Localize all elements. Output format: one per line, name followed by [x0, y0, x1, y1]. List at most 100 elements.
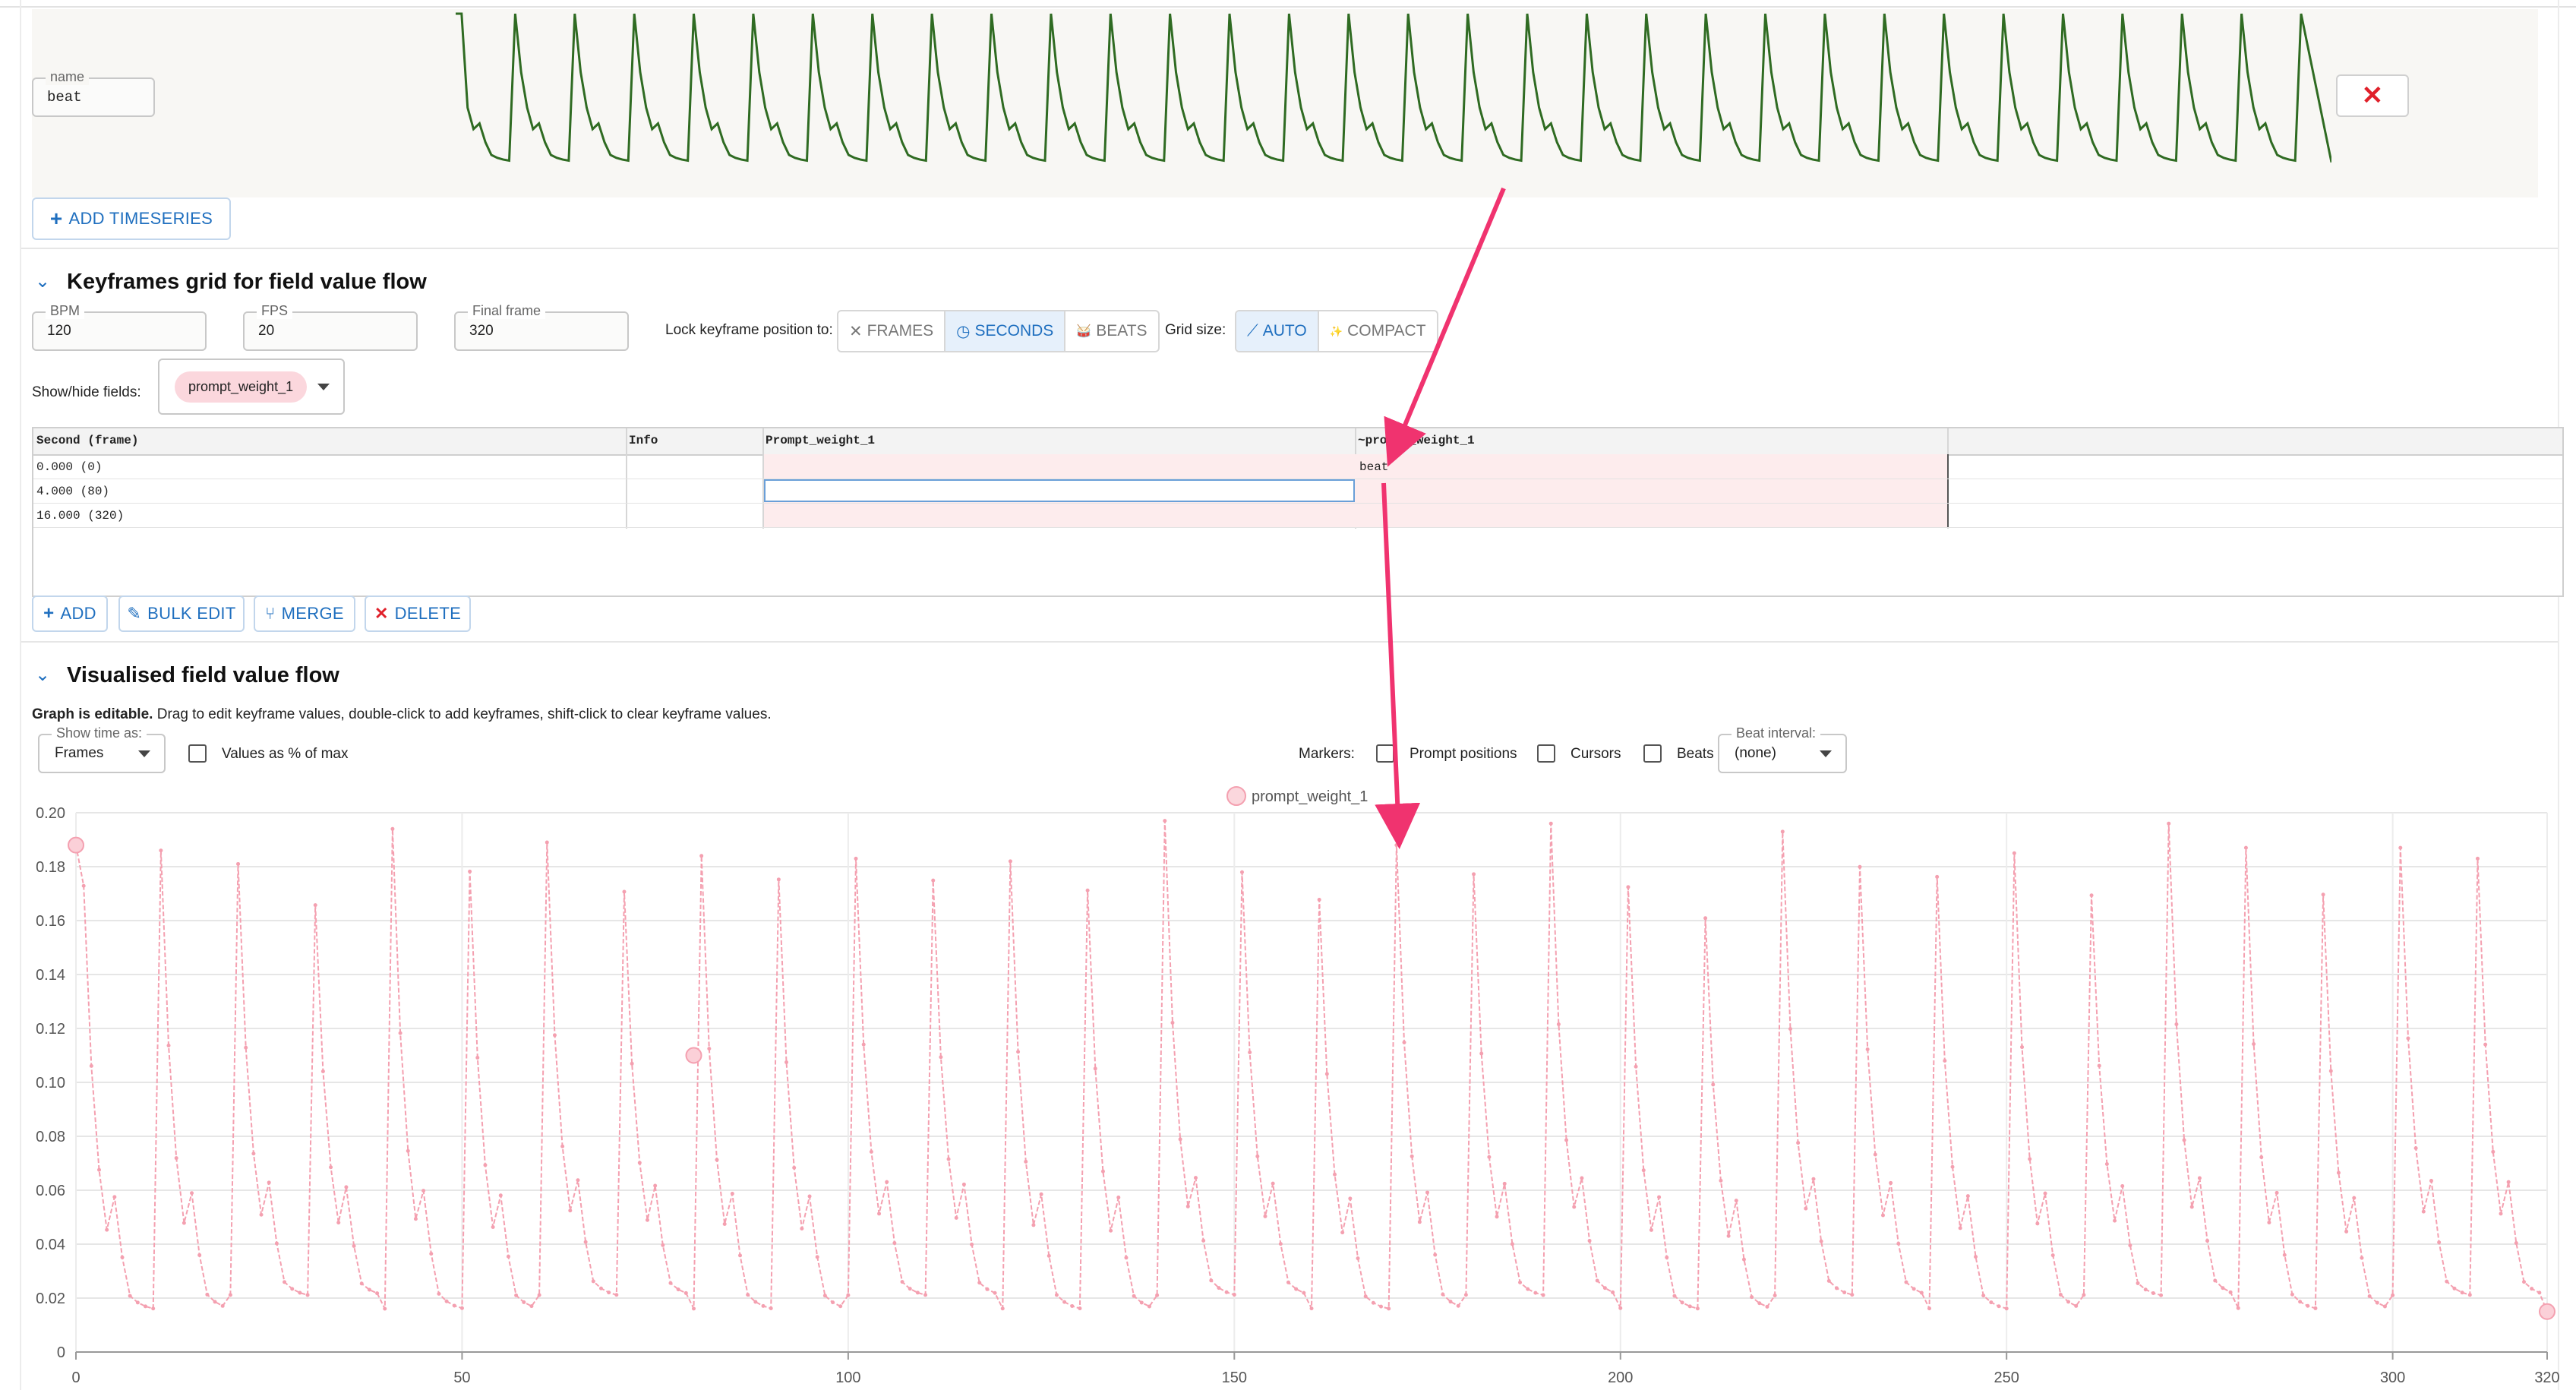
data-point — [800, 1226, 804, 1230]
data-point — [290, 1287, 295, 1291]
data-point — [2120, 1183, 2125, 1188]
y-tick-label: 0 — [57, 1344, 65, 1361]
y-tick-label: 0.08 — [36, 1129, 65, 1145]
data-point — [931, 878, 936, 883]
delete-button[interactable]: ✕ DELETE — [365, 595, 471, 632]
data-point — [1263, 1214, 1267, 1218]
beats-checkbox[interactable] — [1643, 744, 1662, 763]
lock-beats-toggle[interactable]: 🥁 BEATS — [1076, 322, 1148, 340]
data-point — [390, 826, 395, 831]
data-point — [506, 1254, 510, 1259]
data-point — [1170, 1020, 1175, 1025]
data-point — [159, 848, 163, 853]
remove-timeseries-button[interactable]: ✕ — [2336, 74, 2409, 117]
show-time-select[interactable]: Show time as: Frames — [38, 725, 166, 773]
bulk-edit-button[interactable]: ✎ BULK EDIT — [118, 595, 245, 632]
bpm-field[interactable]: BPM 120 — [32, 302, 207, 351]
field-chip[interactable]: prompt_weight_1 — [175, 371, 308, 403]
data-point — [2136, 1281, 2140, 1285]
data-point — [822, 1294, 827, 1298]
data-point — [135, 1300, 140, 1305]
data-point — [151, 1306, 156, 1311]
chevron-down-icon[interactable]: ⌄ — [35, 665, 51, 685]
keyframe-point[interactable] — [2539, 1303, 2555, 1320]
data-point — [2467, 1293, 2472, 1297]
prompt-positions-checkbox[interactable] — [1376, 744, 1394, 763]
data-point — [1155, 1293, 1160, 1297]
grid-time-cell[interactable]: 0.000 (0) — [36, 460, 103, 474]
grid-header-cell[interactable]: ~prompt_weight_1 — [1358, 434, 1475, 447]
data-point — [1185, 1204, 1190, 1208]
data-point — [637, 1161, 642, 1165]
timeseries-name-field[interactable]: name beat — [32, 68, 155, 117]
grid-expr-cell[interactable]: beat — [1359, 460, 1389, 474]
close-icon: ✕ — [374, 604, 389, 623]
final-frame-field[interactable]: Final frame 320 — [454, 302, 629, 351]
field-visibility-select[interactable]: prompt_weight_1 — [158, 359, 345, 415]
data-point — [1548, 821, 1553, 826]
data-point — [1711, 1082, 1716, 1087]
keyframe-point[interactable] — [68, 836, 84, 854]
lock-seconds-toggle[interactable]: ◷ SECONDS — [945, 311, 1066, 351]
data-point — [2128, 1243, 2132, 1248]
data-point — [661, 1243, 665, 1247]
data-point — [1911, 1287, 1916, 1291]
cursors-checkbox[interactable] — [1537, 744, 1555, 763]
data-point — [1788, 1027, 1792, 1031]
markers-label: Markers: — [1299, 746, 1355, 762]
add-timeseries-button[interactable]: + ADD TIMESERIES — [32, 197, 231, 240]
data-point — [105, 1227, 109, 1232]
grid-time-cell[interactable]: 16.000 (320) — [36, 509, 125, 523]
data-point — [668, 1281, 673, 1285]
data-point — [707, 1047, 712, 1051]
series-line[interactable] — [75, 820, 2548, 1313]
x-tick-label: 200 — [1608, 1369, 1633, 1386]
add-button[interactable]: + ADD — [32, 595, 108, 632]
data-point — [174, 1156, 178, 1161]
data-point — [1804, 1206, 1808, 1211]
keyframes-title: Keyframes grid for field value flow — [67, 270, 427, 294]
data-point — [954, 1215, 958, 1220]
data-point — [1062, 1300, 1067, 1304]
data-point — [614, 1293, 619, 1297]
beat-interval-select[interactable]: Beat interval: (none) — [1718, 725, 1847, 773]
data-point — [1193, 1176, 1198, 1180]
data-point — [2530, 1287, 2534, 1291]
fps-field[interactable]: FPS 20 — [243, 302, 418, 351]
timeseries-waveform — [456, 12, 2331, 163]
grid-auto-toggle[interactable]: ⟋ AUTO — [1236, 311, 1319, 351]
data-point — [336, 1221, 341, 1225]
data-point — [993, 1290, 997, 1295]
y-tick-label: 0.02 — [36, 1290, 65, 1307]
value-flow-chart[interactable]: 0 0.02 0.04 0.06 0.08 0.10 0.12 0.14 0.16 0.18 0.2… — [0, 782, 2576, 1390]
data-point — [1139, 1300, 1144, 1305]
data-point — [568, 1208, 573, 1213]
grid-time-cell[interactable]: 4.000 (80) — [36, 485, 110, 498]
data-point — [2360, 1256, 2364, 1260]
data-point — [923, 1293, 928, 1297]
data-point — [2313, 1306, 2318, 1310]
data-point — [1340, 1230, 1345, 1235]
grid-header-cell[interactable]: Prompt_weight_1 — [766, 434, 876, 447]
grid-header-cell[interactable]: Second (frame) — [36, 434, 139, 447]
data-point — [1417, 1220, 1422, 1224]
beats-label: Beats — [1677, 746, 1714, 762]
merge-button[interactable]: ⑂ MERGE — [254, 595, 355, 632]
data-point — [2382, 1304, 2387, 1309]
data-point — [946, 1157, 951, 1161]
lock-frames-toggle[interactable]: ✕ FRAMES — [838, 311, 946, 351]
values-pct-checkbox[interactable] — [188, 744, 207, 763]
data-point — [699, 854, 704, 858]
data-point — [406, 1148, 410, 1153]
data-point — [2421, 1209, 2426, 1214]
keyframe-point[interactable] — [685, 1047, 702, 1064]
data-point — [1626, 885, 1631, 889]
data-point — [1826, 1278, 1831, 1283]
chevron-down-icon[interactable]: ⌄ — [35, 271, 51, 292]
data-point — [1286, 1280, 1290, 1284]
selected-cell[interactable] — [764, 479, 1355, 502]
grid-row-divider — [33, 527, 2562, 528]
grid-compact-toggle[interactable]: ✨ COMPACT — [1329, 322, 1426, 340]
grid-header-cell[interactable]: Info — [629, 434, 658, 447]
data-point — [1224, 1290, 1229, 1294]
